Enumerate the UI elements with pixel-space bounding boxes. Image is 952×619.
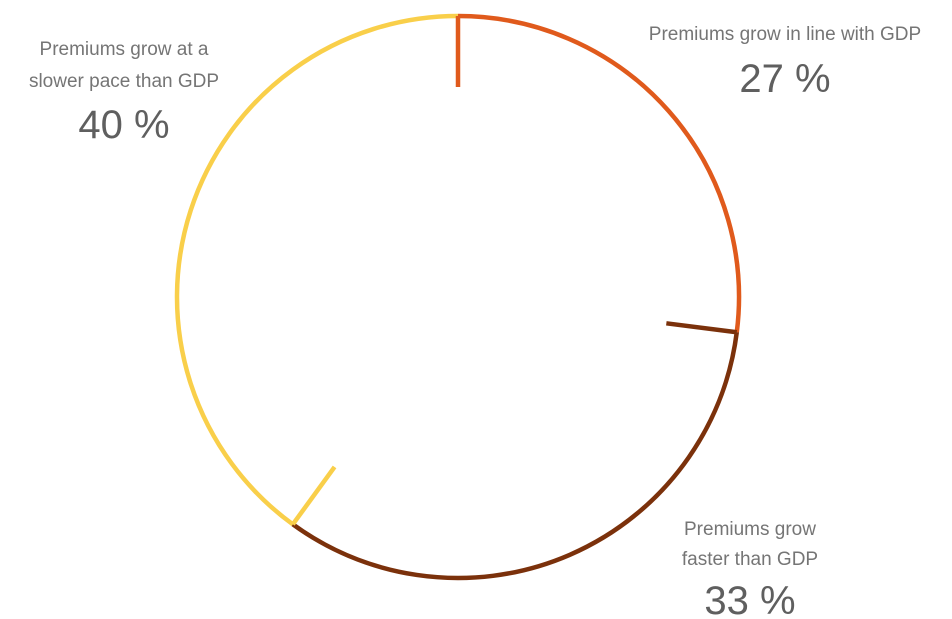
ring-slice-in-line [457,13,742,333]
slice-label-in-line: Premiums grow in line with GDP [649,24,921,45]
slice-label-slower-line1: Premiums grow at a [40,39,209,60]
label-group-faster: Premiums grow faster than GDP 33 % [682,519,818,619]
label-group-in-line: Premiums grow in line with GDP 27 % [649,24,921,101]
ring-slices [174,13,742,581]
slice-label-slower-line2: slower pace than GDP [29,71,219,92]
slice-value-faster: 33 % [704,579,795,619]
label-group-slower: Premiums grow at a slower pace than GDP … [29,39,219,147]
slice-label-faster-line1: Premiums grow [684,519,816,540]
ring-slice-faster [291,331,740,581]
ring-slice-slower [174,13,459,527]
slice-label-faster-line2: faster than GDP [682,549,818,570]
slice-separators [291,16,738,526]
separator-tick-slower [291,465,337,526]
slice-value-slower: 40 % [78,103,169,147]
slice-value-in-line: 27 % [739,57,830,101]
separator-tick-faster [666,321,738,335]
